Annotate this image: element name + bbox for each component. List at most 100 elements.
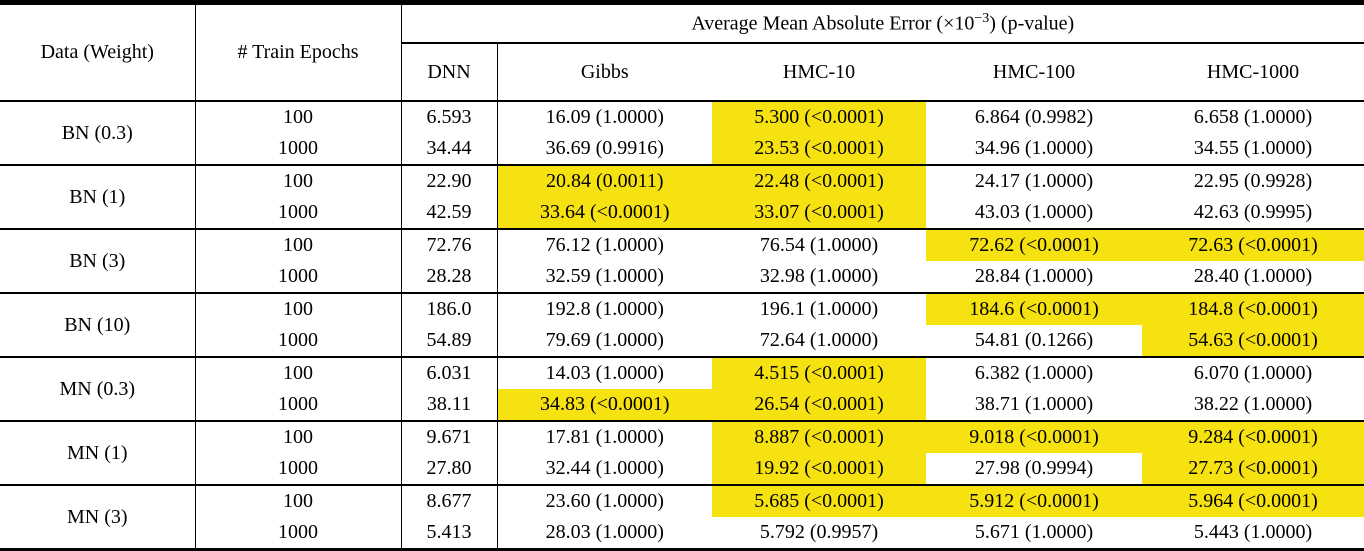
cell-gibbs-value: 192.8 (1.0000) bbox=[497, 292, 712, 325]
cell-hmc-1000-value: 38.22 (1.0000) bbox=[1193, 393, 1313, 415]
cell-gibbs-value: 79.69 (1.0000) bbox=[545, 329, 664, 351]
cell-hmc-100-value: 24.17 (1.0000) bbox=[926, 164, 1142, 197]
cell-hmc-100-value: 28.84 (1.0000) bbox=[974, 265, 1094, 287]
group-label: MN (0.3) bbox=[0, 356, 196, 421]
cell-gibbs-value: 32.59 (1.0000) bbox=[545, 265, 664, 287]
cell-hmc-1000-value: 27.73 (<0.0001) bbox=[1142, 453, 1364, 485]
cell-dnn-value: 6.031 bbox=[401, 356, 498, 389]
header-method-dnn: DNN bbox=[401, 43, 498, 102]
cell-hmc-10-value: 4.515 (<0.0001) bbox=[712, 356, 926, 389]
cell-hmc-1000-value: 42.63 (0.9995) bbox=[1193, 201, 1313, 223]
table-row: 1000 38.11 34.83 (<0.0001) 26.54 (<0.0001) 3… bbox=[0, 389, 1364, 421]
cell-hmc-100-value: 72.62 (<0.0001) bbox=[926, 228, 1142, 261]
row-epochs: 100 bbox=[195, 164, 402, 197]
table-row: MN (1) 100 9.671 17.81 (1.0000) 8.887 (<0.00… bbox=[0, 420, 1364, 485]
table-row: BN (0.3) 100 6.593 16.09 (1.0000) 5.300 (<0.… bbox=[0, 100, 1364, 165]
cell-gibbs-value: 17.81 (1.0000) bbox=[497, 420, 712, 453]
cell-hmc-1000-value: 54.63 (<0.0001) bbox=[1142, 325, 1364, 357]
table-row: MN (3) 100 8.677 23.60 (1.0000) 5.685 (<0.00… bbox=[0, 484, 1364, 551]
cell-hmc-100-value: 34.96 (1.0000) bbox=[974, 137, 1094, 159]
cell-hmc-10-value: 23.53 (<0.0001) bbox=[712, 133, 926, 165]
cell-dnn-value: 9.671 bbox=[401, 420, 498, 453]
header-metric-group: Average Mean Absolute Error (×10−3) (p-v… bbox=[401, 2, 1364, 44]
row-epochs: 100 bbox=[195, 420, 402, 453]
group-label: MN (3) bbox=[0, 484, 196, 551]
row-epochs: 1000 bbox=[195, 453, 402, 485]
cell-dnn-value: 8.677 bbox=[401, 484, 498, 517]
row-epochs: 100 bbox=[195, 356, 402, 389]
cell-gibbs-value: 20.84 (0.0011) bbox=[497, 164, 712, 197]
metric-title-prefix: Average Mean Absolute Error (×10 bbox=[691, 12, 975, 35]
cell-gibbs-value: 23.60 (1.0000) bbox=[497, 484, 712, 517]
cell-hmc-100-value: 6.864 (0.9982) bbox=[926, 100, 1142, 133]
cell-hmc-10-value: 8.887 (<0.0001) bbox=[712, 420, 926, 453]
row-epochs: 100 bbox=[195, 228, 402, 261]
cell-hmc-100-value: 6.382 (1.0000) bbox=[926, 356, 1142, 389]
cell-hmc-10-value: 5.300 (<0.0001) bbox=[712, 100, 926, 133]
table-row: 1000 28.28 32.59 (1.0000) 32.98 (1.0000) 28.… bbox=[0, 261, 1364, 293]
cell-hmc-1000-value: 184.8 (<0.0001) bbox=[1142, 292, 1364, 325]
cell-hmc-10-value: 32.98 (1.0000) bbox=[759, 265, 879, 287]
cell-hmc-100-value: 5.912 (<0.0001) bbox=[926, 484, 1142, 517]
table-row: 1000 5.413 28.03 (1.0000) 5.792 (0.9957) 5.6… bbox=[0, 517, 1364, 551]
metric-title-suffix: ) (p-value) bbox=[989, 12, 1075, 35]
table-row: 1000 34.44 36.69 (0.9916) 23.53 (<0.0001) 34… bbox=[0, 133, 1364, 165]
cell-hmc-100-value: 54.81 (0.1266) bbox=[974, 329, 1094, 351]
cell-dnn-value: 6.593 bbox=[401, 100, 498, 133]
cell-hmc-1000-value: 5.443 (1.0000) bbox=[1193, 521, 1313, 543]
group-label: MN (1) bbox=[0, 420, 196, 485]
cell-hmc-100-value: 27.98 (0.9994) bbox=[974, 457, 1094, 479]
cell-dnn-value: 5.413 bbox=[401, 517, 498, 551]
group-label: BN (10) bbox=[0, 292, 196, 357]
cell-dnn-value: 186.0 bbox=[401, 292, 498, 325]
row-epochs: 100 bbox=[195, 100, 402, 133]
cell-gibbs-value: 14.03 (1.0000) bbox=[497, 356, 712, 389]
row-epochs: 100 bbox=[195, 292, 402, 325]
cell-hmc-10-value: 26.54 (<0.0001) bbox=[712, 389, 926, 421]
table-row: BN (1) 100 22.90 20.84 (0.0011) 22.48 (<0.00… bbox=[0, 164, 1364, 229]
cell-dnn-value: 22.90 bbox=[401, 164, 498, 197]
header-method-hmc-1000: HMC-1000 bbox=[1142, 43, 1364, 102]
header-row-methods: DNN Gibbs HMC-10 HMC-100 HMC-1000 bbox=[0, 43, 1364, 102]
table-row: 1000 54.89 79.69 (1.0000) 72.64 (1.0000) 54.… bbox=[0, 325, 1364, 357]
cell-dnn-value: 72.76 bbox=[401, 228, 498, 261]
cell-hmc-1000-value: 6.658 (1.0000) bbox=[1142, 100, 1364, 133]
cell-dnn-value: 28.28 bbox=[401, 261, 498, 293]
row-epochs: 1000 bbox=[195, 133, 402, 165]
cell-hmc-100-value: 43.03 (1.0000) bbox=[974, 201, 1094, 223]
cell-hmc-1000-value: 6.070 (1.0000) bbox=[1142, 356, 1364, 389]
cell-hmc-10-value: 196.1 (1.0000) bbox=[712, 292, 926, 325]
group-label: BN (3) bbox=[0, 228, 196, 293]
cell-hmc-10-value: 22.48 (<0.0001) bbox=[712, 164, 926, 197]
header-data-weight: Data (Weight) bbox=[0, 2, 196, 102]
table-row: BN (3) 100 72.76 76.12 (1.0000) 76.54 (1.000… bbox=[0, 228, 1364, 293]
cell-hmc-1000-value: 28.40 (1.0000) bbox=[1193, 265, 1313, 287]
header-row-group: Data (Weight) # Train Epochs Average Mea… bbox=[0, 2, 1364, 102]
table-row: 1000 27.80 32.44 (1.0000) 19.92 (<0.0001) 27… bbox=[0, 453, 1364, 485]
cell-hmc-1000-value: 34.55 (1.0000) bbox=[1193, 137, 1313, 159]
metric-title-exponent: −3 bbox=[974, 11, 990, 27]
cell-hmc-1000-value: 22.95 (0.9928) bbox=[1142, 164, 1364, 197]
table-row: MN (0.3) 100 6.031 14.03 (1.0000) 4.515 (<0.… bbox=[0, 356, 1364, 421]
cell-hmc-100-value: 9.018 (<0.0001) bbox=[926, 420, 1142, 453]
table-row: BN (10) 100 186.0 192.8 (1.0000) 196.1 (1.00… bbox=[0, 292, 1364, 357]
cell-hmc-1000-value: 5.964 (<0.0001) bbox=[1142, 484, 1364, 517]
cell-dnn-value: 42.59 bbox=[401, 197, 498, 229]
cell-hmc-10-value: 72.64 (1.0000) bbox=[759, 329, 879, 351]
cell-hmc-10-value: 33.07 (<0.0001) bbox=[712, 197, 926, 229]
cell-dnn-value: 38.11 bbox=[401, 389, 498, 421]
row-epochs: 100 bbox=[195, 484, 402, 517]
cell-hmc-1000-value: 9.284 (<0.0001) bbox=[1142, 420, 1364, 453]
cell-dnn-value: 54.89 bbox=[401, 325, 498, 357]
cell-dnn-value: 34.44 bbox=[401, 133, 498, 165]
cell-gibbs-value: 16.09 (1.0000) bbox=[497, 100, 712, 133]
cell-gibbs-value: 33.64 (<0.0001) bbox=[497, 197, 712, 229]
row-epochs: 1000 bbox=[195, 197, 402, 229]
row-epochs: 1000 bbox=[195, 517, 402, 551]
cell-gibbs-value: 76.12 (1.0000) bbox=[497, 228, 712, 261]
cell-dnn-value: 27.80 bbox=[401, 453, 498, 485]
header-train-epochs: # Train Epochs bbox=[195, 2, 402, 102]
group-label: BN (1) bbox=[0, 164, 196, 229]
cell-gibbs-value: 28.03 (1.0000) bbox=[545, 521, 664, 543]
